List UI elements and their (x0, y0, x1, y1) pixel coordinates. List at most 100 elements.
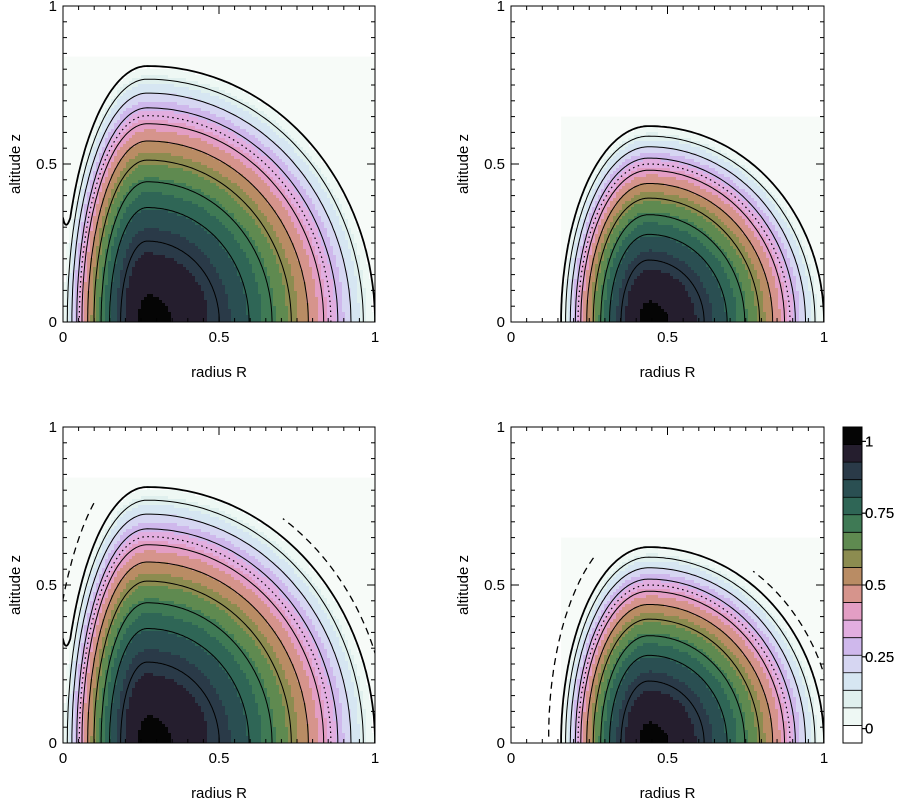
heatmap-cell (171, 231, 175, 235)
heatmap-cell (150, 225, 154, 229)
heatmap-cell (177, 75, 181, 79)
heatmap-cell (159, 75, 163, 79)
heatmap-cell (240, 258, 244, 262)
heatmap-cell (138, 297, 142, 301)
heatmap-cell (183, 279, 187, 283)
heatmap-cell (156, 306, 160, 310)
heatmap-cell (207, 258, 211, 262)
heatmap-cell (189, 225, 193, 229)
heatmap-cell (213, 159, 217, 163)
heatmap-cell (207, 192, 211, 196)
heatmap-cell (228, 243, 232, 247)
heatmap-cell (81, 246, 85, 250)
heatmap-cell (141, 132, 145, 136)
heatmap-cell (168, 186, 172, 190)
heatmap-cell (150, 183, 154, 187)
heatmap-cell (108, 195, 112, 199)
heatmap-cell (165, 204, 169, 208)
heatmap-cell (165, 273, 169, 277)
heatmap-cell (132, 291, 136, 295)
heatmap-cell (114, 252, 118, 256)
heatmap-cell (186, 270, 190, 274)
heatmap-cell (102, 294, 106, 298)
heatmap-cell (192, 144, 196, 148)
heatmap-cell (180, 69, 184, 73)
heatmap-cell (114, 243, 118, 247)
heatmap-cell (129, 156, 133, 160)
heatmap-cell (84, 195, 88, 199)
heatmap-cell (204, 183, 208, 187)
heatmap-cell (168, 90, 172, 94)
heatmap-cell (174, 312, 178, 316)
heatmap-cell (249, 285, 253, 289)
heatmap-cell (207, 285, 211, 289)
heatmap-cell (108, 219, 112, 223)
heatmap-cell (105, 303, 109, 307)
heatmap-cell (90, 177, 94, 181)
heatmap-cell (186, 180, 190, 184)
heatmap-cell (213, 246, 217, 250)
heatmap-cell (108, 150, 112, 154)
heatmap-cell (180, 156, 184, 160)
heatmap-cell (156, 273, 160, 277)
heatmap-cell (180, 129, 184, 133)
heatmap-cell (153, 312, 157, 316)
heatmap-cell (84, 267, 88, 271)
heatmap-cell (78, 306, 82, 310)
heatmap-cell (189, 288, 193, 292)
heatmap-cell (123, 240, 127, 244)
heatmap-cell (135, 102, 139, 106)
heatmap-cell (183, 129, 187, 133)
heatmap-cell (123, 252, 127, 256)
heatmap-cell (105, 273, 109, 277)
heatmap-cell (189, 162, 193, 166)
heatmap-cell (156, 252, 160, 256)
heatmap-cell (168, 303, 172, 307)
heatmap-cell (99, 198, 103, 202)
heatmap-cell (219, 153, 223, 157)
heatmap-cell (177, 294, 181, 298)
heatmap-cell (243, 150, 247, 154)
heatmap-cell (246, 93, 250, 97)
heatmap-cell (126, 231, 130, 235)
heatmap-cell (210, 249, 214, 253)
heatmap-cell (144, 282, 148, 286)
heatmap-cell (213, 147, 217, 151)
heatmap-cell (111, 123, 115, 127)
heatmap-cell (135, 165, 139, 169)
heatmap-cell (144, 123, 148, 127)
heatmap-cell (93, 144, 97, 148)
heatmap-cell (84, 180, 88, 184)
heatmap-cell (234, 105, 238, 109)
heatmap-cell (165, 150, 169, 154)
heatmap-cell (132, 258, 136, 262)
heatmap-cell (156, 312, 160, 316)
heatmap-cell (180, 84, 184, 88)
heatmap-cell (99, 300, 103, 304)
heatmap-cell (123, 207, 127, 211)
heatmap-cell (159, 225, 163, 229)
heatmap-cell (171, 249, 175, 253)
heatmap-cell (183, 183, 187, 187)
heatmap-cell (225, 246, 229, 250)
heatmap-cell (114, 159, 118, 163)
heatmap-cell (204, 189, 208, 193)
heatmap-cell (255, 291, 259, 295)
heatmap-cell (69, 309, 73, 313)
heatmap-cell (102, 219, 106, 223)
heatmap-cell (186, 150, 190, 154)
heatmap-cell (90, 303, 94, 307)
heatmap-cell (186, 147, 190, 151)
heatmap-cell (201, 207, 205, 211)
heatmap-cell (207, 312, 211, 316)
heatmap-cell (144, 267, 148, 271)
heatmap-cell (147, 279, 151, 283)
heatmap-cell (195, 132, 199, 136)
heatmap-cell (69, 279, 73, 283)
heatmap-cell (138, 147, 142, 151)
heatmap-cell (132, 123, 136, 127)
heatmap-cell (162, 183, 166, 187)
heatmap-cell (144, 297, 148, 301)
heatmap-cell (93, 216, 97, 220)
heatmap-cell (96, 156, 100, 160)
